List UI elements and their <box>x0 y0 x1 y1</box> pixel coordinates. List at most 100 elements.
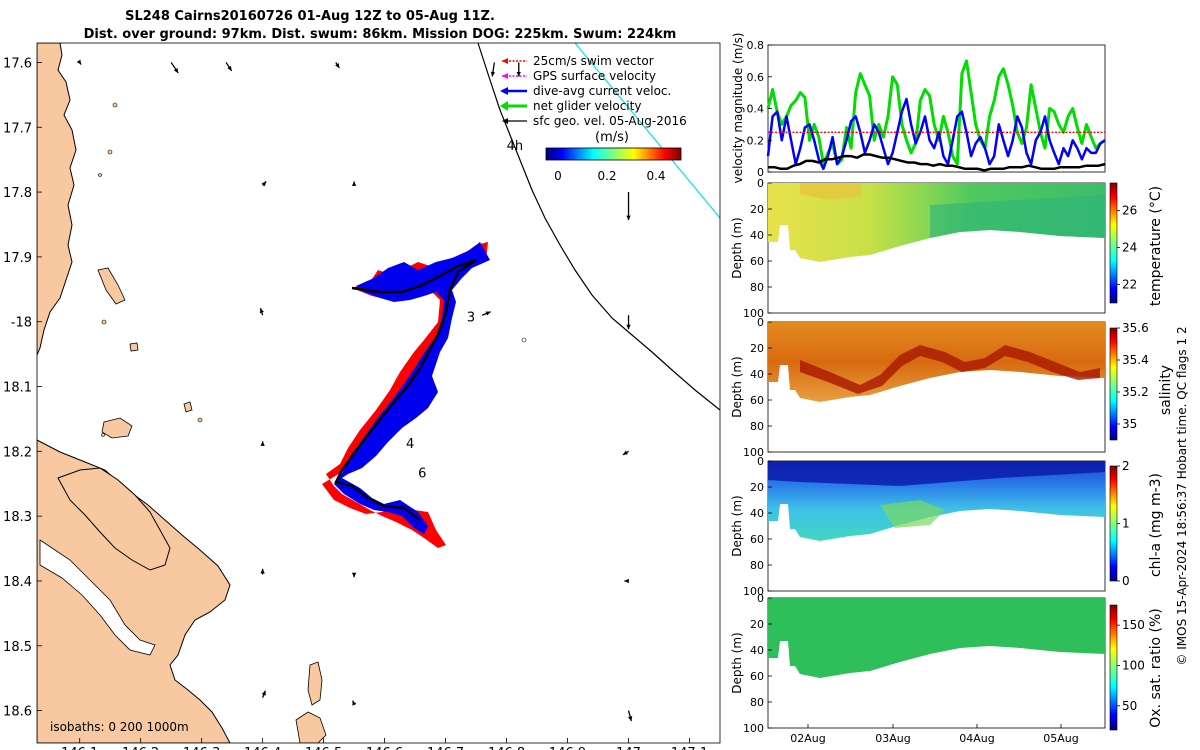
map-border <box>36 42 721 744</box>
series-line-sfc-geo-vel- <box>768 153 1106 172</box>
geo-vector-head <box>351 181 357 186</box>
colorbar-tick-label: 35.4 <box>1122 353 1149 367</box>
depth-tick-label: 100 <box>743 585 764 598</box>
depth-tick-label: 40 <box>750 229 764 242</box>
geo-vector-head <box>260 441 265 446</box>
legend-swim-vector: 25cm/s swim vector <box>533 54 654 68</box>
island-f <box>129 342 139 352</box>
map-x-tick-label: 146.6 <box>366 746 403 750</box>
depth-tick-label: 100 <box>743 446 764 459</box>
map-colorbar-tick: 0 <box>554 169 562 183</box>
geo-vector-head <box>626 324 631 330</box>
salinity-high-band <box>800 345 1100 394</box>
temperature-cool-patch <box>930 195 1105 238</box>
map-y-tick-label: 17.7 <box>3 121 32 136</box>
depth-tick-label: 20 <box>750 618 764 631</box>
island-a <box>101 417 133 439</box>
velocity-y-tick-label: 0.8 <box>747 39 765 52</box>
time-tick-label: 04Aug <box>959 732 994 745</box>
legend-net-velocity: net glider velocity <box>533 99 641 113</box>
depth-tick-label: 100 <box>743 722 764 735</box>
swath-blue <box>334 242 490 534</box>
depth-tick-label: 60 <box>750 533 764 546</box>
geo-vector-head <box>173 67 179 73</box>
geo-vector-head <box>76 59 82 65</box>
map-x-tick-label: 146.9 <box>549 746 586 750</box>
time-axis: 02Aug 03Aug 04Aug 05Aug <box>790 724 1079 745</box>
colorbar-tick-label: 35.2 <box>1122 385 1149 399</box>
geo-vector-head <box>227 65 232 71</box>
oxygen-colorbar-label: Ox. sat. ratio (%) <box>1148 608 1164 727</box>
land-layer <box>37 43 527 743</box>
geo-vector-head <box>259 308 264 314</box>
depth-tick-label: 20 <box>750 203 764 216</box>
map-x-axis: 146.1 146.2 146.3 146.4 146.5 146.6 146.7 146.8… <box>61 738 708 750</box>
map-y-tick-label: 17.8 <box>3 186 32 201</box>
mainland-coast <box>37 43 77 356</box>
mission-path-line <box>574 42 721 219</box>
map-y-tick-label: 18.2 <box>3 445 32 460</box>
depth-tick-label: 80 <box>750 420 764 433</box>
island-d <box>295 711 327 743</box>
vector-swath <box>322 242 490 548</box>
depth-tick-label: 60 <box>750 255 764 268</box>
map-x-tick-label: 146.4 <box>244 746 281 750</box>
depth-tick-label: 80 <box>750 696 764 709</box>
velocity-y-axis: 0 0.2 0.4 0.6 0.8 <box>747 39 772 179</box>
depth-tick-label: 100 <box>743 307 764 320</box>
islet <box>101 433 105 437</box>
geo-vector-head <box>624 578 629 584</box>
velocity-series <box>766 59 1106 172</box>
depth-tick-label: 80 <box>750 281 764 294</box>
colorbar-tick-label: 0 <box>1122 574 1130 588</box>
map-legend: 25cm/s swim vector GPS surface velocity … <box>500 54 687 183</box>
geo-vector-head <box>335 63 340 69</box>
map-y-tick-label: 18.6 <box>3 705 32 720</box>
oxygen-field <box>768 598 1105 678</box>
depth-axis-label: Depth (m) <box>730 217 744 278</box>
chlorophyll-colorbar-label: chl-a (mg m-3) <box>1148 473 1164 577</box>
depth-tick-label: 20 <box>750 481 764 494</box>
map-x-tick-label: 147.1 <box>671 746 708 750</box>
depth-tick-label: 60 <box>750 394 764 407</box>
track-annotation: 6 <box>418 466 426 481</box>
depth-tick-label: 80 <box>750 559 764 572</box>
depth-tick-label: 0 <box>757 316 764 329</box>
legend-gps-arrow <box>502 73 508 79</box>
depth-tick-label: 20 <box>750 342 764 355</box>
salinity-colorbar-label: salinity <box>1158 365 1174 415</box>
islet <box>107 149 113 155</box>
time-tick-label: 02Aug <box>790 732 825 745</box>
map-x-tick-label: 146.5 <box>305 746 342 750</box>
chart-title-line-1: SL248 Cairns20160726 01-Aug 12Z to 05-Au… <box>125 9 495 24</box>
trajectory-map: 3 46 4h 25cm/s swim vector GPS surface vel… <box>3 42 721 750</box>
map-colorbar <box>545 147 682 161</box>
islet <box>521 337 527 343</box>
map-y-tick-label: -18 <box>11 316 32 331</box>
map-y-tick-label: 18.1 <box>3 381 32 396</box>
legend-net-velocity-arrow <box>500 101 508 111</box>
depth-tick-label: 0 <box>757 455 764 468</box>
islet <box>112 102 118 108</box>
track-annotation: 4h <box>507 139 524 154</box>
salinity-panel <box>767 321 1106 453</box>
depth-axis-label: Depth (m) <box>730 356 744 417</box>
islet <box>197 417 203 423</box>
credit-text: © IMOS 15-Apr-2024 18:56:37 Hobart time.… <box>1175 326 1189 665</box>
chlorophyll-colorbar <box>1109 465 1118 582</box>
salinity-colorbar <box>1109 327 1118 441</box>
map-x-tick-label: 146.7 <box>427 746 464 750</box>
oxygen-panel <box>767 597 1106 729</box>
velocity-y-tick-label: 0.2 <box>747 134 765 147</box>
map-y-tick-label: 18.4 <box>3 575 32 590</box>
temperature-colorbar-label: temperature (°C) <box>1148 186 1164 306</box>
colorbar-tick-label: 22 <box>1122 278 1137 292</box>
depth-tick-label: 0 <box>757 592 764 605</box>
depth-axis-label: Depth (m) <box>730 632 744 693</box>
geo-vector-head <box>485 311 491 316</box>
legend-gps-velocity: GPS surface velocity <box>533 69 656 83</box>
chlorophyll-max-patch <box>880 500 945 528</box>
geo-vector-head <box>516 71 521 77</box>
